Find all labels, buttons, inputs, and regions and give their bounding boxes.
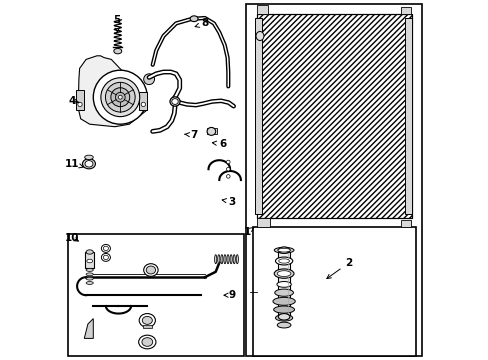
Ellipse shape (86, 273, 93, 276)
Ellipse shape (277, 271, 290, 276)
Circle shape (226, 160, 230, 164)
Ellipse shape (224, 255, 225, 264)
Ellipse shape (274, 247, 293, 253)
Ellipse shape (275, 315, 292, 321)
Ellipse shape (217, 255, 220, 264)
Text: 4: 4 (69, 96, 79, 106)
Ellipse shape (275, 257, 292, 265)
Circle shape (226, 175, 230, 178)
Ellipse shape (278, 247, 289, 253)
Ellipse shape (84, 155, 93, 159)
Ellipse shape (139, 335, 156, 349)
Circle shape (105, 82, 135, 112)
Bar (405, 18, 411, 214)
Ellipse shape (273, 306, 294, 313)
Ellipse shape (86, 282, 93, 284)
Ellipse shape (142, 316, 152, 324)
Text: 5: 5 (113, 15, 120, 32)
Ellipse shape (101, 244, 110, 252)
Circle shape (143, 74, 154, 85)
Ellipse shape (86, 250, 93, 254)
Ellipse shape (236, 255, 238, 264)
Circle shape (111, 88, 129, 107)
Bar (257, 14, 411, 218)
Bar (76, 90, 84, 110)
Bar (139, 92, 147, 110)
Ellipse shape (221, 255, 223, 264)
Bar (257, 14, 411, 218)
Circle shape (93, 70, 147, 124)
Bar (142, 325, 151, 328)
Ellipse shape (114, 49, 122, 54)
Ellipse shape (214, 255, 216, 264)
Ellipse shape (233, 255, 235, 264)
Circle shape (226, 167, 230, 171)
Ellipse shape (226, 255, 229, 264)
Ellipse shape (85, 161, 93, 167)
Ellipse shape (277, 322, 290, 328)
Ellipse shape (272, 297, 295, 305)
Text: 10: 10 (65, 233, 80, 243)
Text: 7: 7 (184, 130, 197, 140)
Ellipse shape (229, 255, 232, 264)
Ellipse shape (82, 159, 95, 169)
Ellipse shape (274, 289, 293, 296)
Circle shape (101, 78, 140, 117)
Bar (278, 250, 289, 317)
Circle shape (115, 92, 125, 102)
Text: 3: 3 (222, 197, 235, 207)
Bar (206, 128, 216, 134)
Ellipse shape (171, 99, 178, 104)
Ellipse shape (103, 246, 108, 251)
Ellipse shape (101, 253, 110, 261)
Bar (246, 4, 421, 356)
Ellipse shape (256, 32, 264, 41)
Circle shape (141, 102, 145, 107)
Text: 2: 2 (326, 258, 352, 279)
Bar (253, 227, 415, 356)
Ellipse shape (278, 259, 289, 263)
Text: 8: 8 (195, 18, 208, 28)
Polygon shape (84, 319, 93, 338)
Ellipse shape (142, 338, 152, 346)
Ellipse shape (170, 97, 180, 106)
Ellipse shape (86, 277, 93, 280)
Ellipse shape (143, 264, 158, 276)
Bar (400, 7, 410, 14)
Ellipse shape (206, 127, 215, 135)
Polygon shape (78, 56, 147, 127)
Ellipse shape (277, 248, 290, 252)
Ellipse shape (190, 16, 198, 22)
Bar (257, 5, 267, 14)
Ellipse shape (139, 314, 155, 327)
Text: 11: 11 (65, 159, 83, 169)
Bar (255, 18, 261, 214)
Ellipse shape (276, 282, 291, 287)
Ellipse shape (146, 266, 155, 274)
Ellipse shape (103, 255, 108, 260)
Ellipse shape (87, 259, 92, 263)
Bar (400, 220, 410, 227)
Circle shape (78, 102, 82, 107)
Ellipse shape (278, 314, 289, 320)
Circle shape (118, 95, 122, 99)
Ellipse shape (274, 269, 293, 278)
Bar (257, 218, 269, 227)
Text: 1: 1 (243, 227, 253, 237)
Bar (68, 234, 244, 356)
Ellipse shape (86, 269, 93, 271)
Text: 9: 9 (224, 290, 235, 300)
Text: 6: 6 (212, 139, 226, 149)
Bar (85, 252, 94, 268)
